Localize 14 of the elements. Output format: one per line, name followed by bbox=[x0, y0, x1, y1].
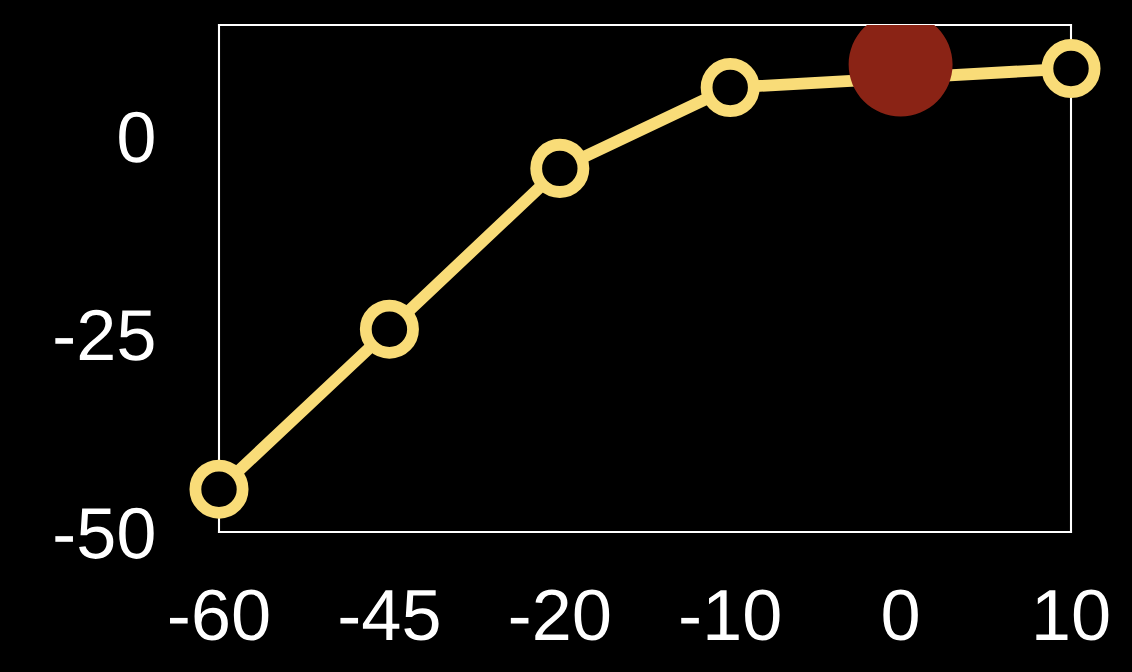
x-tick-label: -60 bbox=[170, 589, 269, 641]
x-tick-label: -45 bbox=[340, 590, 439, 641]
point bbox=[359, 299, 419, 359]
x-tick-label: -20 bbox=[510, 589, 610, 641]
x-tick-label: -10 bbox=[681, 589, 780, 641]
y-tick-label: -25 bbox=[55, 309, 154, 361]
point bbox=[1041, 39, 1101, 99]
point bbox=[700, 58, 760, 118]
y-tick-label: -50 bbox=[55, 507, 154, 559]
point bbox=[189, 459, 249, 519]
point bbox=[530, 138, 590, 198]
y-tick-label: 0 bbox=[119, 111, 154, 163]
x-tick-label: 0 bbox=[883, 589, 918, 641]
x-tick-label: 10 bbox=[1036, 589, 1109, 641]
